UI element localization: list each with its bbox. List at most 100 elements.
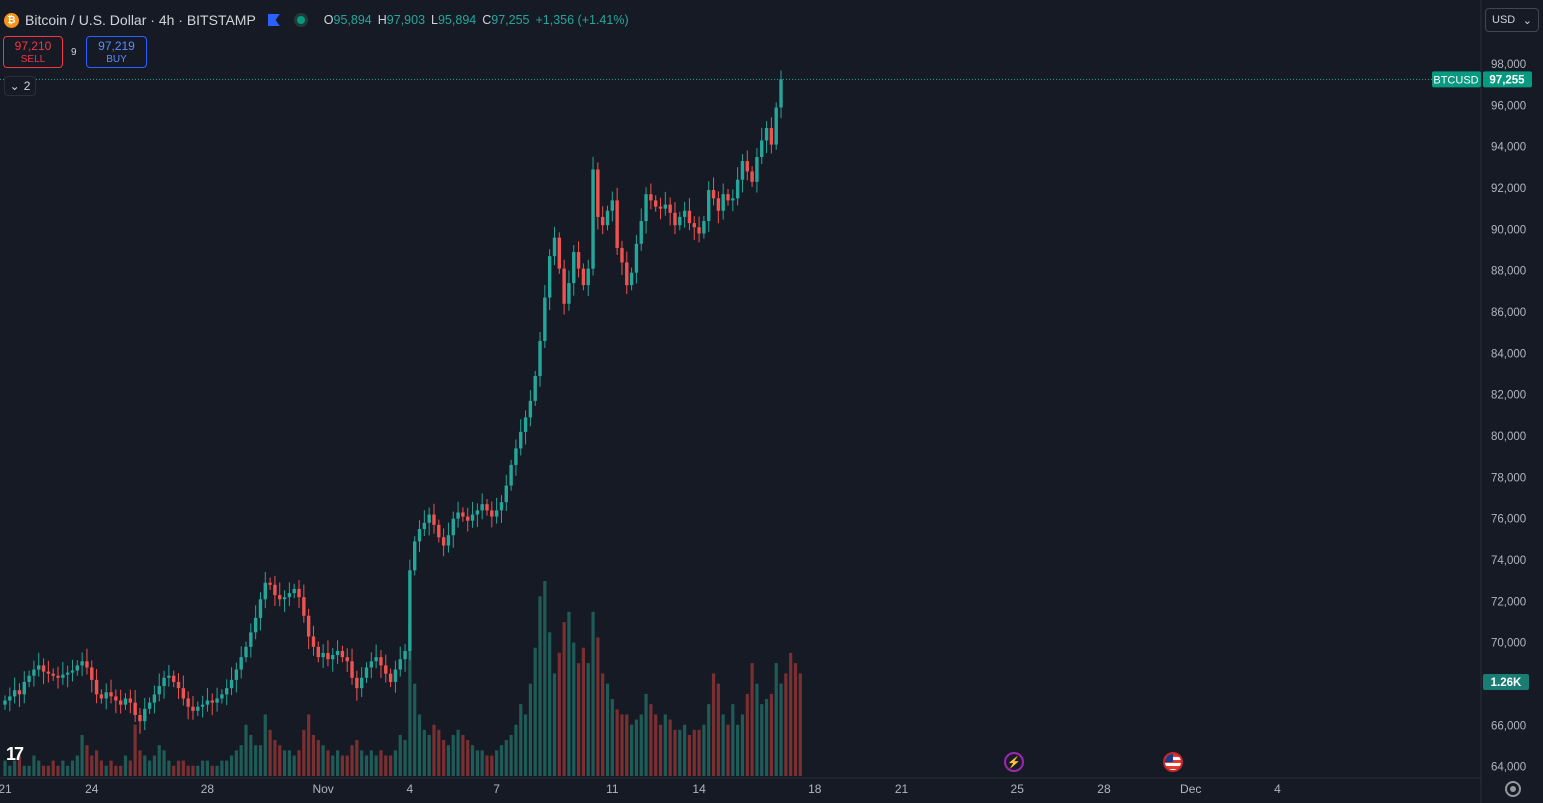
volume-bar xyxy=(634,719,639,776)
symbol-header[interactable]: ₿ Bitcoin / U.S. Dollar · 4h · BITSTAMP … xyxy=(4,9,629,31)
candle xyxy=(552,237,557,257)
volume-bar xyxy=(649,704,653,776)
candle xyxy=(572,252,576,284)
flag-icon[interactable] xyxy=(267,14,280,26)
volume-bar xyxy=(244,724,248,776)
candle xyxy=(721,194,725,211)
tradingview-logo-icon[interactable]: 17 xyxy=(6,744,24,764)
candle xyxy=(740,161,745,180)
x-tick-label: 21 xyxy=(0,782,12,796)
flash-event-icon[interactable]: ⚡ xyxy=(1004,752,1024,772)
symbol-title[interactable]: Bitcoin / U.S. Dollar · 4h · BITSTAMP xyxy=(25,12,256,28)
candle xyxy=(466,516,470,521)
buy-price: 97,219 xyxy=(98,39,135,53)
volume-bar xyxy=(321,745,325,776)
candle xyxy=(494,510,499,517)
candle xyxy=(22,681,26,695)
volume-bar xyxy=(56,765,60,776)
volume-bar xyxy=(760,704,764,776)
currency-select[interactable]: USD ⌄ xyxy=(1485,8,1539,32)
chevron-down-icon: ⌄ xyxy=(9,79,20,93)
volume-bar xyxy=(413,683,417,776)
candle xyxy=(490,510,494,517)
candle xyxy=(306,615,311,637)
candle xyxy=(668,204,672,213)
x-tick-label: Dec xyxy=(1180,782,1201,796)
volume-bar xyxy=(210,765,214,776)
candle xyxy=(181,688,186,699)
volume-bar xyxy=(133,724,137,776)
candle xyxy=(172,675,176,682)
buy-button[interactable]: 97,219 BUY xyxy=(86,36,147,68)
x-tick-label: 25 xyxy=(1011,782,1025,796)
volume-label-box xyxy=(1483,674,1529,690)
candle xyxy=(114,696,118,701)
volume-bar xyxy=(702,724,706,776)
volume-bar xyxy=(523,714,528,776)
volume-bar xyxy=(287,750,291,776)
volume-bar xyxy=(292,755,296,776)
candle xyxy=(51,673,55,676)
y-tick-label: 70,000 xyxy=(1491,638,1526,650)
volume-bar xyxy=(201,760,205,776)
sell-price: 97,210 xyxy=(14,39,52,53)
volume-bar xyxy=(755,683,759,776)
volume-bar xyxy=(273,740,277,776)
candle xyxy=(654,200,658,207)
candle xyxy=(475,510,480,515)
x-tick-label: 14 xyxy=(692,782,706,796)
volume-bar xyxy=(215,765,219,776)
volume-bar xyxy=(225,760,229,776)
volume-bar xyxy=(17,755,22,776)
volume-bar xyxy=(721,714,725,776)
volume-bar xyxy=(143,755,147,776)
y-tick-label: 64,000 xyxy=(1491,762,1526,774)
us-flag-event-icon[interactable] xyxy=(1163,752,1183,772)
volume-bar xyxy=(451,734,455,776)
candle xyxy=(456,512,460,519)
volume-bar xyxy=(27,765,31,776)
volume-bar xyxy=(509,734,513,776)
indicators-toggle-button[interactable]: ⌄ 2 xyxy=(4,76,36,96)
candle xyxy=(417,529,422,542)
candle xyxy=(769,128,774,145)
candle xyxy=(104,692,108,699)
candle xyxy=(470,514,475,521)
candle xyxy=(557,237,561,269)
volume-bar xyxy=(519,704,523,776)
volume-bar xyxy=(297,750,301,776)
candle xyxy=(774,107,778,145)
candle xyxy=(32,669,36,676)
candle xyxy=(543,297,547,341)
candle xyxy=(263,582,267,600)
y-tick-label: 72,000 xyxy=(1491,596,1526,608)
candle xyxy=(437,524,441,538)
candle xyxy=(374,657,378,662)
volume-bar xyxy=(268,729,272,776)
volume-bar xyxy=(90,755,94,776)
volume-bar xyxy=(495,750,499,776)
candle xyxy=(205,700,210,705)
volume-bar xyxy=(514,724,518,776)
volume-bar xyxy=(726,724,730,776)
candle xyxy=(90,667,94,680)
candle xyxy=(234,669,239,680)
volume-bar xyxy=(427,734,431,776)
candle xyxy=(27,675,31,682)
candle xyxy=(384,665,388,674)
candle xyxy=(369,661,374,668)
settings-gear-icon[interactable] xyxy=(1505,781,1521,797)
volume-bar xyxy=(311,734,316,776)
candle xyxy=(94,679,99,695)
volume-bar xyxy=(557,652,561,776)
volume-bar xyxy=(196,765,200,776)
volume-bar xyxy=(176,760,181,776)
candle xyxy=(620,247,624,263)
sell-button[interactable]: 97,210 SELL xyxy=(3,36,63,68)
candle xyxy=(17,690,22,695)
candle xyxy=(229,679,234,689)
volume-bar xyxy=(692,729,696,776)
volume-bar xyxy=(167,760,171,776)
volume-bar xyxy=(620,714,624,776)
